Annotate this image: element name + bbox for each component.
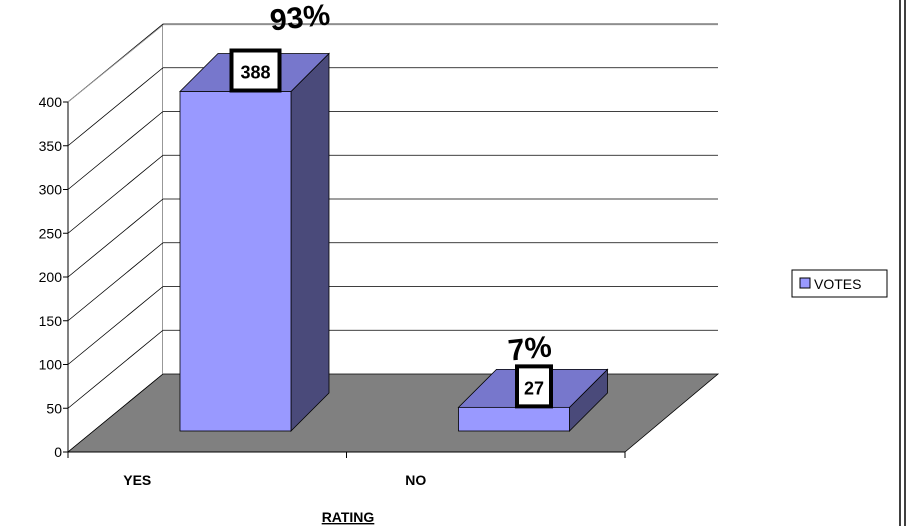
gridline-350	[67, 67, 718, 147]
y-tick-label-200: 200	[39, 269, 63, 285]
data-label-value: 388	[240, 63, 270, 83]
y-tick-label-250: 250	[39, 225, 63, 241]
floor	[66, 373, 720, 453]
data-label-box	[229, 48, 282, 93]
legend: VOTES	[791, 269, 888, 298]
bar-side	[290, 52, 330, 432]
data-label-yes: 388	[229, 48, 282, 93]
legend-label-votes: VOTES	[814, 276, 861, 292]
percent-label-yes: 93%	[268, 0, 331, 38]
data-label-value: 27	[524, 378, 544, 398]
gridline-50	[67, 329, 718, 409]
gridline-100	[67, 286, 718, 365]
percent-label-no: 7%	[507, 330, 554, 367]
gridline-250	[67, 154, 718, 234]
bar-front	[179, 91, 292, 432]
gridline-150	[67, 242, 718, 322]
x-tick-label-yes: YES	[123, 472, 151, 488]
y-tick-label-400: 400	[39, 94, 63, 110]
gridline-300	[67, 111, 718, 190]
y-tick-label-350: 350	[39, 138, 63, 154]
y-tick-label-300: 300	[39, 182, 63, 198]
bars	[179, 52, 609, 432]
wall-top-edge	[67, 24, 718, 103]
legend-swatch-votes	[799, 277, 811, 289]
data-label-no: 27	[515, 364, 553, 409]
bar-yes	[179, 52, 330, 432]
chart-floor	[66, 373, 720, 453]
y-tick-label-100: 100	[39, 357, 63, 373]
x-tick-label-no: NO	[405, 472, 426, 488]
category-axis: YES NO	[67, 451, 626, 488]
y-tick-label-0: 0	[54, 444, 62, 460]
y-tick-label-150: 150	[39, 313, 63, 329]
bar-front	[458, 406, 570, 432]
data-label-box	[515, 364, 553, 409]
x-axis-title: RATING	[322, 509, 375, 525]
gridlines	[67, 23, 718, 409]
data-labels: 388 93% 27 7%	[229, 0, 554, 409]
value-axis: 0 50 100 150 200 250 300 350 400	[39, 94, 69, 460]
gridline-200	[67, 198, 718, 278]
y-tick-label-50: 50	[46, 400, 62, 416]
